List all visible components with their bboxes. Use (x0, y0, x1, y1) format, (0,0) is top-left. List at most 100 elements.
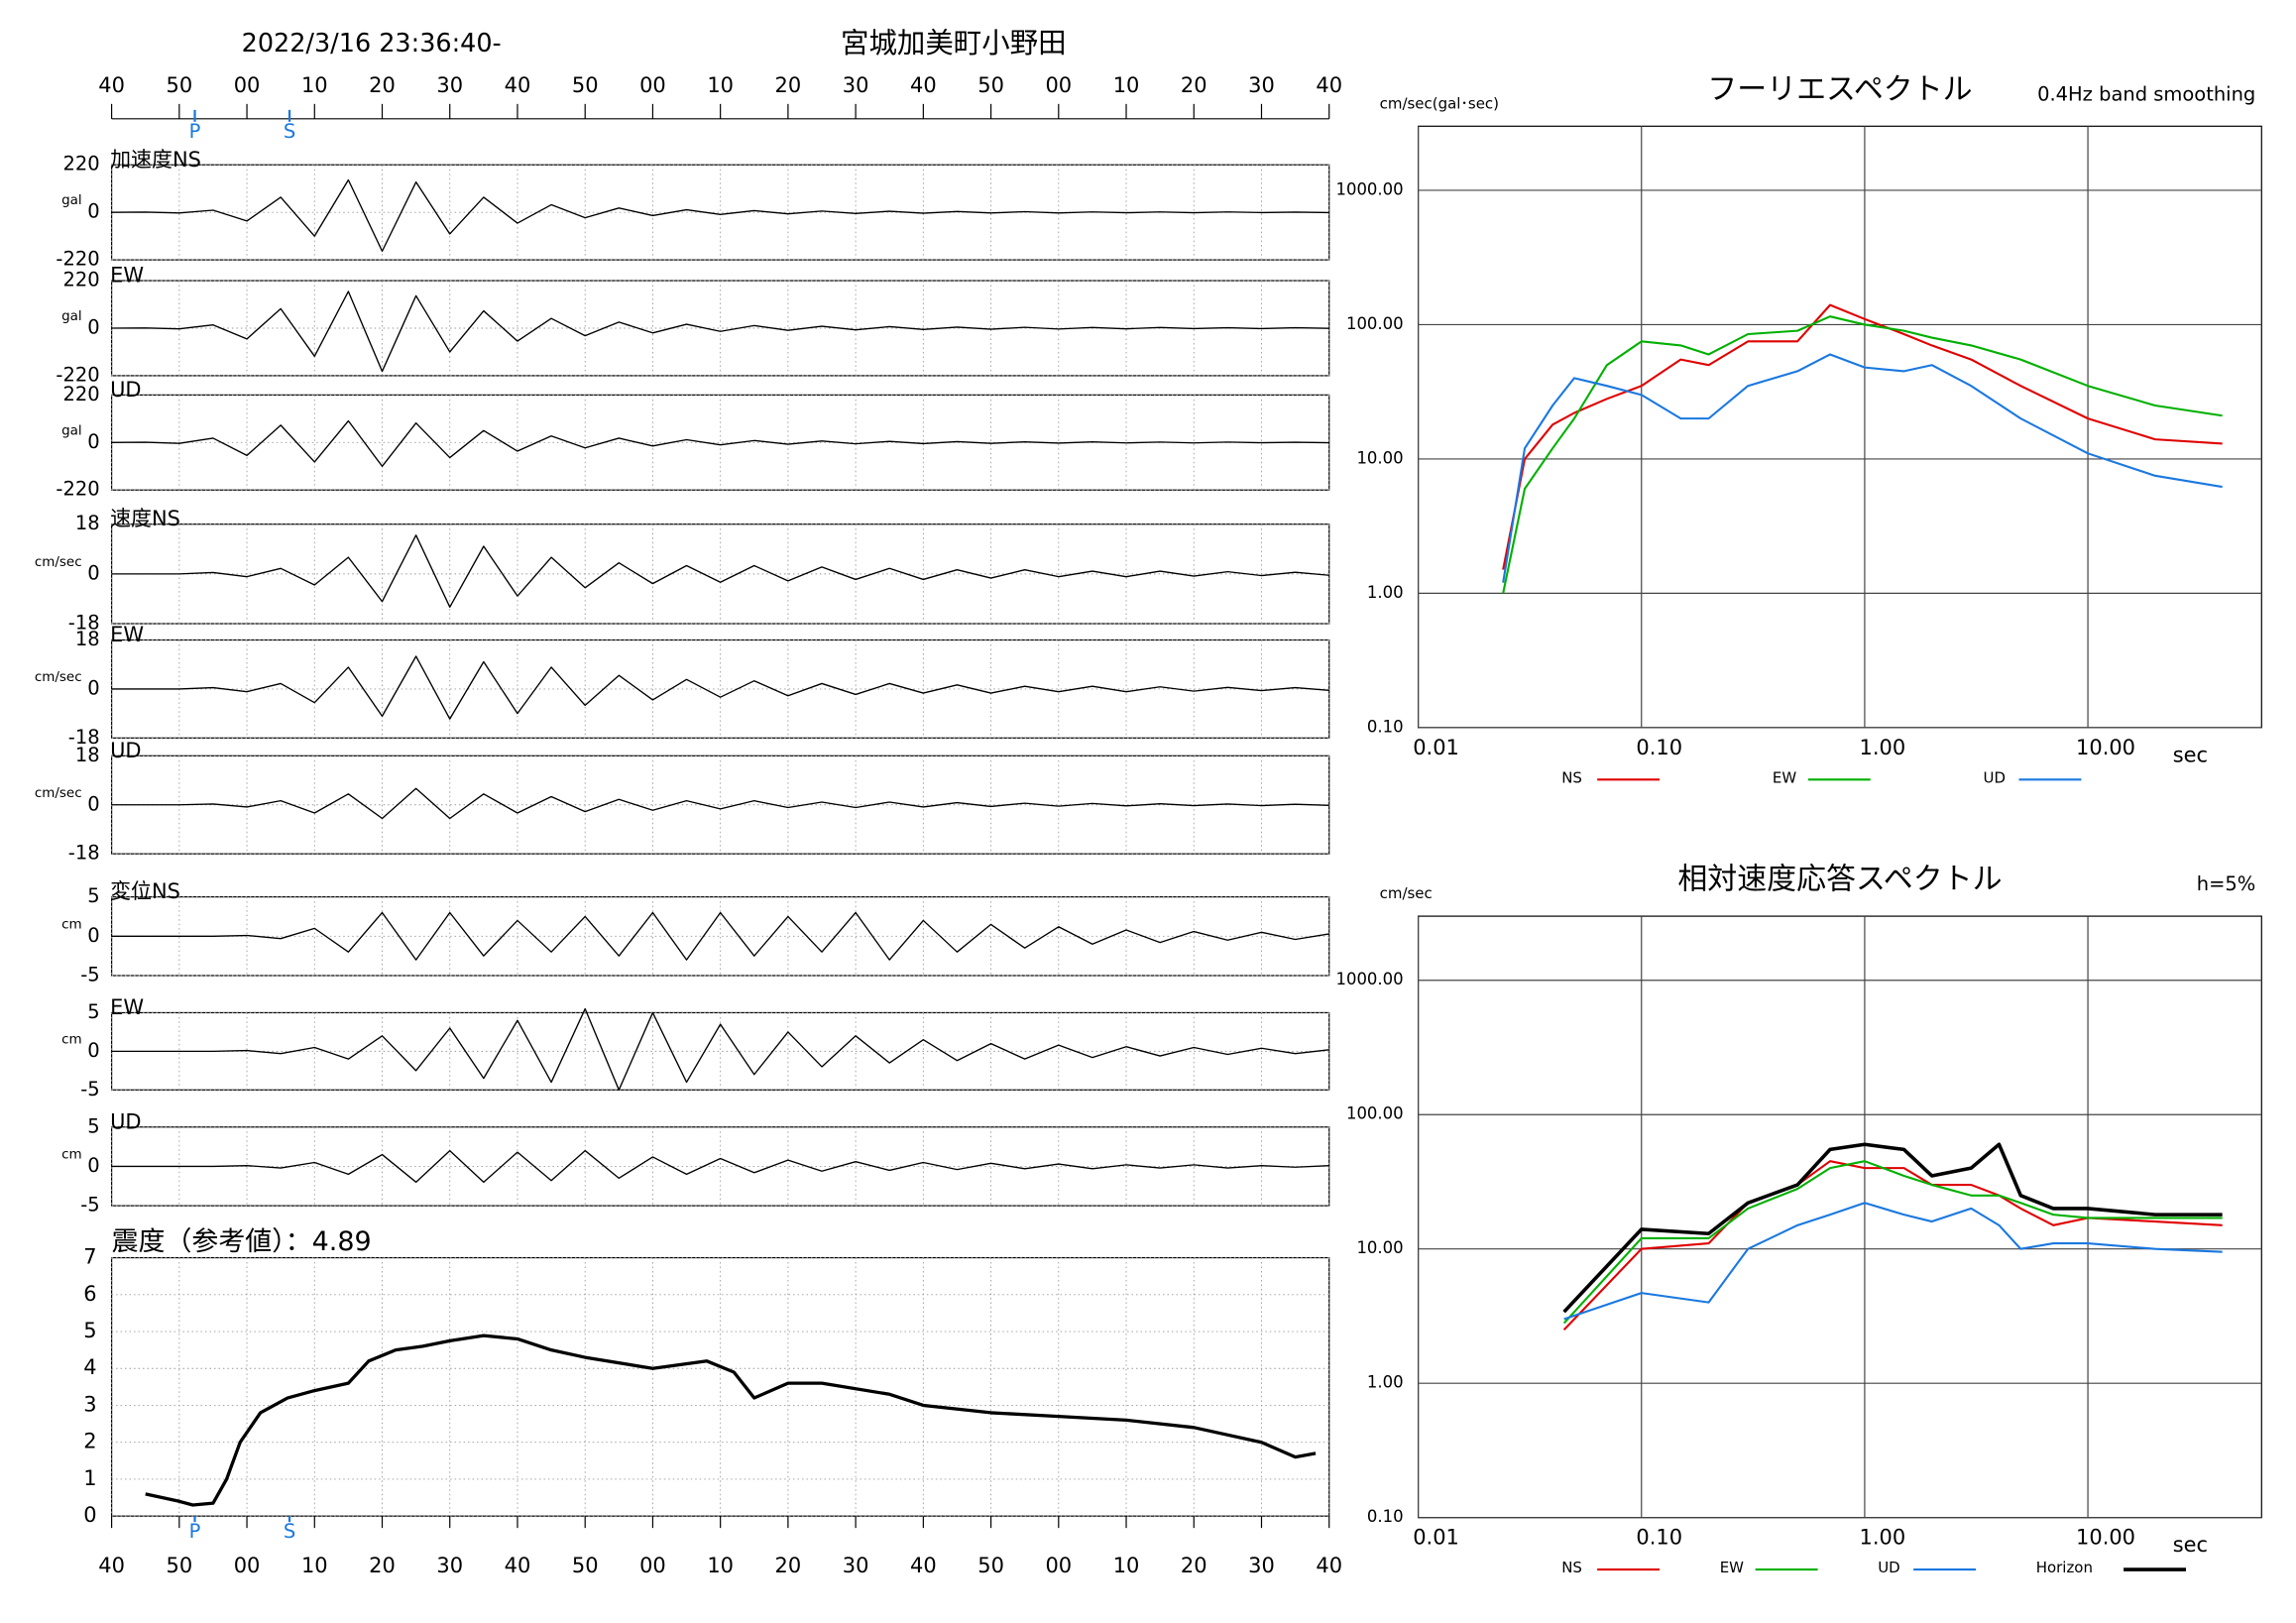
unit-label: cm (61, 916, 82, 932)
y-tick-label: 5 (83, 1319, 96, 1342)
x-tick-label: 10 (301, 73, 328, 97)
y-tick-label: 100.00 (1346, 314, 1404, 333)
y-tick-label: 18 (75, 512, 100, 534)
legend-label: NS (1561, 768, 1582, 786)
x-tick-label: 20 (1181, 1554, 1207, 1577)
x-tick-label: 10 (1113, 73, 1140, 97)
legend-label: NS (1561, 1559, 1582, 1576)
series-line (1562, 1142, 2223, 1314)
y-tick-label: 0 (83, 1503, 96, 1527)
y-tick-label: -5 (80, 963, 99, 985)
plot-frame (1417, 125, 2262, 729)
x-tick-label: 20 (369, 73, 396, 97)
y-tick-label: 0 (87, 315, 99, 338)
y-tick-label: -5 (80, 1194, 99, 1217)
series-line (111, 178, 1329, 253)
x-tick-label: 50 (977, 73, 1004, 97)
y-tick-label: 220 (62, 153, 99, 175)
x-tick-label: 50 (166, 1554, 192, 1577)
phase-label: S (284, 1520, 295, 1543)
record-date: 2022/3/16 23:36:40- (242, 29, 502, 58)
x-tick-label: 30 (1248, 1554, 1275, 1577)
y-axis-label: cm/sec(gal･sec) (1380, 94, 1499, 112)
legend-label: EW (1720, 1559, 1744, 1576)
y-tick-label: 1000.00 (1335, 970, 1403, 988)
y-tick-label: 0 (87, 792, 99, 815)
y-tick-label: 4 (83, 1355, 96, 1379)
y-tick-label: 100.00 (1346, 1104, 1404, 1123)
x-tick-label: 00 (1045, 1554, 1072, 1577)
x-tick-label: 00 (1045, 73, 1072, 97)
x-tick-label: 10.00 (2076, 1526, 2135, 1550)
chart-subtitle: 0.4Hz band smoothing (2037, 82, 2255, 105)
y-tick-label: 0 (87, 676, 99, 699)
y-tick-label: -18 (68, 612, 100, 635)
x-tick-label: 30 (843, 73, 869, 97)
series-line (111, 534, 1329, 608)
y-tick-label: 2 (83, 1430, 96, 1453)
y-tick-label: -220 (56, 363, 99, 386)
series-line (111, 911, 1329, 961)
x-tick-label: 1.00 (1860, 1526, 1906, 1550)
y-tick-label: 0 (87, 430, 99, 453)
x-tick-label: 10 (1113, 1554, 1140, 1577)
trace-label: EW (110, 995, 144, 1019)
trace-label: UD (110, 1109, 141, 1133)
x-tick-label: 10 (707, 1554, 734, 1577)
unit-label: cm/sec (35, 669, 82, 685)
series-line (1563, 1202, 2223, 1321)
unit-label: gal (61, 192, 82, 208)
y-tick-label: 0 (87, 561, 99, 584)
x-tick-label: 50 (572, 73, 599, 97)
unit-label: cm (61, 1146, 82, 1162)
y-tick-label: 10.00 (1356, 1238, 1403, 1257)
x-tick-label: 00 (639, 1554, 666, 1577)
y-axis-label: cm/sec (1380, 884, 1433, 902)
y-tick-label: -18 (68, 726, 100, 749)
y-tick-label: 18 (75, 744, 100, 766)
series-line (111, 787, 1329, 820)
x-tick-label: 0.10 (1636, 1526, 1682, 1550)
y-tick-label: 18 (75, 628, 100, 650)
y-tick-label: 3 (83, 1392, 96, 1416)
y-tick-label: 220 (62, 269, 99, 291)
y-tick-label: 0 (87, 1039, 99, 1062)
y-tick-label: 5 (87, 1114, 99, 1137)
y-tick-label: 0.10 (1367, 1507, 1404, 1526)
x-tick-label: 0.10 (1636, 736, 1682, 759)
phase-label: S (284, 120, 295, 143)
y-tick-label: 0 (87, 200, 99, 223)
legend-label: UD (1878, 1559, 1899, 1576)
y-tick-label: 0 (87, 1154, 99, 1177)
series-line (145, 1333, 1317, 1507)
y-tick-label: 1 (83, 1466, 96, 1490)
chart-title: 相対速度応答スペクトル (1677, 863, 2002, 897)
y-tick-label: 0 (87, 924, 99, 947)
x-tick-label: 40 (910, 1554, 937, 1577)
series-line (111, 419, 1329, 467)
x-tick-label: 00 (234, 1554, 261, 1577)
phase-label: P (189, 120, 201, 143)
trace-label: 速度NS (110, 507, 180, 530)
x-tick-label: 10 (707, 73, 734, 97)
x-tick-label: 00 (234, 73, 261, 97)
y-tick-label: 5 (87, 884, 99, 907)
y-tick-label: 10.00 (1356, 448, 1403, 467)
y-tick-label: 7 (83, 1245, 96, 1269)
station-name: 宮城加美町小野田 (841, 27, 1067, 59)
x-tick-label: 30 (843, 1554, 869, 1577)
y-tick-label: 220 (62, 383, 99, 406)
y-tick-label: -18 (68, 842, 100, 865)
x-tick-label: 20 (1181, 73, 1207, 97)
x-tick-label: 10.00 (2076, 736, 2135, 759)
x-tick-label: 10 (301, 1554, 328, 1577)
trace-label: 変位NS (110, 879, 180, 903)
unit-label: cm/sec (35, 554, 82, 570)
trace-label: UD (110, 378, 141, 402)
series-line (111, 655, 1329, 720)
x-axis-label: sec (2173, 1533, 2208, 1557)
y-tick-label: -5 (80, 1078, 99, 1101)
series-line (1502, 315, 2223, 594)
x-tick-label: 30 (436, 73, 463, 97)
x-tick-label: 50 (166, 73, 192, 97)
